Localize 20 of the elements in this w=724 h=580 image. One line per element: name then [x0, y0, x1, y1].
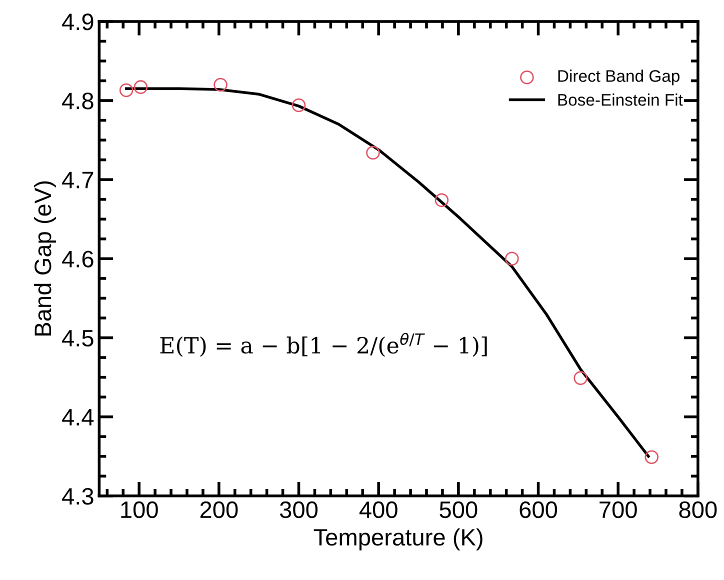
x-tick-label: 700 — [600, 501, 637, 518]
x-tick-label: 500 — [440, 501, 478, 518]
x-tick-label: 200 — [200, 501, 238, 518]
y-tick-label: 4.4 — [62, 409, 94, 426]
annotation: E(T) = a − b[1 − 2/(e$^{θ/T}$ − 1)] — [160, 332, 487, 357]
x-tick-label: 400 — [359, 501, 398, 518]
y-axis-title: Band Gap (eV) — [34, 181, 56, 336]
y-tick-label: 4.8 — [62, 92, 94, 110]
y-tick-label: 4.5 — [62, 330, 94, 347]
legend-label: Direct Band Gap — [558, 70, 680, 86]
x-axis-title: Temperature (K) — [314, 528, 482, 550]
legend-label: Bose-Einstein Fit — [558, 94, 683, 106]
x-tick-label: 300 — [280, 501, 318, 518]
y-tick-label: 4.9 — [62, 14, 94, 30]
y-tick-label: 4.6 — [62, 250, 94, 268]
y-tick-label: 4.7 — [62, 172, 94, 188]
y-tick-label: 4.3 — [62, 488, 94, 505]
x-tick-label: 800 — [679, 501, 717, 518]
x-tick-label: 100 — [121, 501, 158, 518]
x-tick-label: 600 — [520, 501, 558, 518]
